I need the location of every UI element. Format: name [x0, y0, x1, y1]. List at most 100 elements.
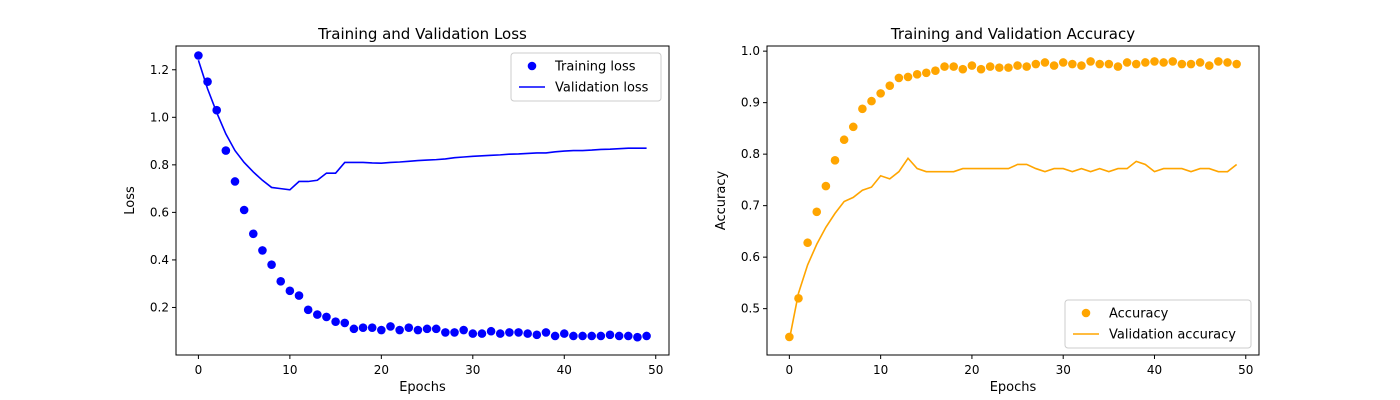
data-point [1214, 57, 1223, 66]
series-line-1 [788, 156, 1238, 340]
x-axis-label: Epochs [990, 380, 1037, 395]
data-point [541, 328, 551, 337]
data-point [386, 322, 395, 331]
data-point [322, 312, 331, 322]
legend: Training loss Validation loss [510, 52, 662, 102]
data-point [1159, 58, 1168, 67]
data-point [885, 81, 895, 90]
chart-1: Training and Validation Accuracy 0 10 20 30 4… [714, 25, 1260, 395]
x-tick-label: 10 [282, 363, 297, 377]
x-tick-label: 20 [964, 363, 979, 377]
data-point [903, 72, 913, 82]
data-point [349, 324, 359, 334]
data-point [395, 325, 404, 335]
legend-label: Training loss [554, 60, 636, 75]
data-point [358, 323, 368, 332]
data-point [1086, 57, 1095, 66]
y-tick-label: 0.7 [741, 199, 760, 213]
data-point [230, 177, 240, 186]
legend-label: Validation accuracy [1109, 328, 1236, 343]
data-point [550, 331, 560, 341]
data-point [285, 286, 295, 296]
data-point [931, 66, 940, 76]
y-axis-label: Accuracy [714, 171, 729, 231]
data-point [303, 305, 313, 315]
x-tick-label: 10 [873, 363, 888, 377]
legend-box [1064, 299, 1252, 349]
data-point [459, 325, 468, 335]
data-point [587, 331, 597, 341]
data-point [867, 96, 876, 106]
data-point [404, 323, 414, 332]
data-point [830, 156, 840, 165]
x-tick-label: 20 [374, 363, 389, 377]
data-point [614, 331, 624, 341]
data-point [976, 64, 986, 74]
data-point [940, 62, 949, 71]
plot-frame [175, 45, 670, 356]
data-point [1049, 61, 1059, 70]
data-point [1068, 59, 1077, 69]
data-point [1223, 58, 1232, 67]
data-point [267, 260, 276, 269]
data-point [331, 317, 340, 327]
data-point [958, 64, 968, 74]
y-tick-label: 0.2 [150, 300, 169, 314]
x-tick-label: 0 [786, 363, 794, 377]
y-tick-label: 1.2 [150, 63, 169, 77]
data-point [839, 135, 849, 145]
legend-marker-swatch [527, 61, 537, 71]
data-point [812, 207, 822, 217]
data-point [569, 331, 578, 341]
data-point [623, 331, 633, 341]
data-point [377, 325, 386, 335]
data-point [313, 310, 322, 319]
x-tick-label: 50 [648, 363, 663, 377]
chart-0: Training and Validation Loss 0 10 20 30 40 50 0… [123, 25, 670, 395]
data-point [596, 331, 606, 341]
y-tick-label: 0.8 [150, 158, 169, 172]
data-point [876, 89, 885, 98]
data-point [1095, 59, 1105, 69]
data-point [248, 229, 258, 239]
data-point [239, 205, 249, 215]
data-point [578, 331, 587, 341]
data-point [1058, 58, 1068, 67]
data-point [985, 62, 995, 71]
data-point [1186, 59, 1196, 69]
y-tick-label: 0.6 [150, 205, 169, 219]
y-tick-label: 1.0 [741, 44, 760, 58]
data-point [1022, 62, 1031, 71]
data-point [523, 329, 532, 338]
data-point [1031, 59, 1041, 69]
data-point [848, 122, 858, 132]
data-point [486, 326, 496, 336]
data-point [1168, 57, 1178, 66]
y-tick-label: 0.4 [150, 253, 169, 267]
legend-box [510, 52, 662, 102]
x-tick-label: 40 [557, 363, 572, 377]
x-tick-label: 30 [465, 363, 480, 377]
data-point [1040, 58, 1050, 67]
data-point [477, 329, 487, 338]
data-point [276, 277, 286, 286]
data-point [921, 68, 931, 78]
data-point [633, 332, 642, 342]
data-point [1204, 61, 1214, 70]
legend-label: Accuracy [1109, 307, 1169, 322]
data-point [367, 323, 377, 332]
data-point [450, 328, 459, 337]
data-point [1177, 59, 1187, 69]
data-point [995, 63, 1004, 72]
data-point [559, 329, 569, 338]
data-point [1122, 58, 1132, 67]
data-point [1195, 58, 1205, 67]
data-point [1004, 63, 1013, 72]
x-tick-label: 40 [1147, 363, 1162, 377]
data-point [821, 181, 831, 191]
data-point [949, 62, 958, 71]
data-point [495, 329, 505, 338]
data-point [413, 325, 423, 335]
x-axis-label: Epochs [399, 380, 446, 395]
